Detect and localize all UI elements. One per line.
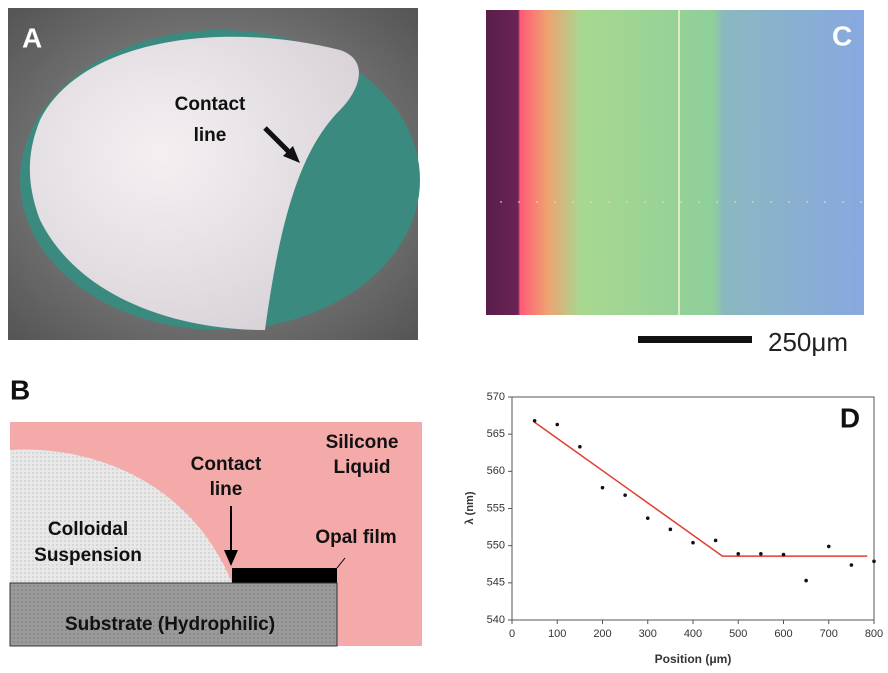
panel-a: A Contact line [8,8,420,340]
figure: A Contact line C 250μm B Silicone Liquid… [0,0,888,673]
x-tick-label: 600 [774,628,792,640]
x-tick-label: 300 [639,628,657,640]
micrograph [486,10,864,315]
panel-c: C 250μm [486,10,864,357]
y-tick-label: 555 [487,502,505,514]
annotation: Colloidal [48,519,128,540]
scale-bar [638,336,752,343]
panel-d: D Position (μm) λ (nm) 0 100 200 300 400 500 6… [464,391,883,666]
y-tick-label: 540 [487,614,505,626]
y-tick-label: 545 [487,577,505,589]
data-point [804,579,808,583]
annotation: Suspension [34,545,142,566]
x-tick-label: 800 [865,628,883,640]
x-tick-label: 0 [509,628,515,640]
data-point [533,419,537,423]
x-tick-label: 400 [684,628,702,640]
data-point [646,516,650,520]
data-point [782,553,786,557]
data-point [601,486,605,490]
x-tick-label: 100 [548,628,566,640]
data-point [827,545,831,549]
data-point [759,552,763,556]
data-point [736,552,740,556]
opal-film [232,568,337,583]
data-point [555,423,559,427]
x-tick-label: 500 [729,628,747,640]
data-point [691,541,695,545]
y-tick-label: 565 [487,428,505,440]
panel-label: C [832,20,852,51]
data-point [872,559,876,563]
panel-label: D [840,402,860,433]
panel-b: B Silicone Liquid Contact line Colloidal… [10,374,422,646]
annotation: Opal film [315,527,396,548]
annotation: line [194,125,227,146]
annotation: Contact [191,454,262,475]
panel-label: A [22,22,42,53]
annotation: Silicone [326,432,399,453]
y-tick-label: 570 [487,391,505,403]
scale-label: 250μm [768,327,848,357]
y-tick-label: 560 [487,465,505,477]
annotation: Substrate (Hydrophilic) [65,614,275,635]
x-axis-label: Position (μm) [655,652,732,666]
data-point [623,493,627,497]
data-point [714,539,718,543]
data-point [850,563,854,567]
x-tick-label: 700 [820,628,838,640]
data-point [669,528,673,532]
y-axis-label: λ (nm) [464,491,476,524]
x-tick-label: 200 [593,628,611,640]
annotation: Liquid [334,457,391,478]
annotation: Contact [175,94,246,115]
plot-frame [512,397,874,620]
annotation: line [210,479,243,500]
panel-label: B [10,374,30,405]
data-point [578,445,582,449]
y-tick-label: 550 [487,540,505,552]
